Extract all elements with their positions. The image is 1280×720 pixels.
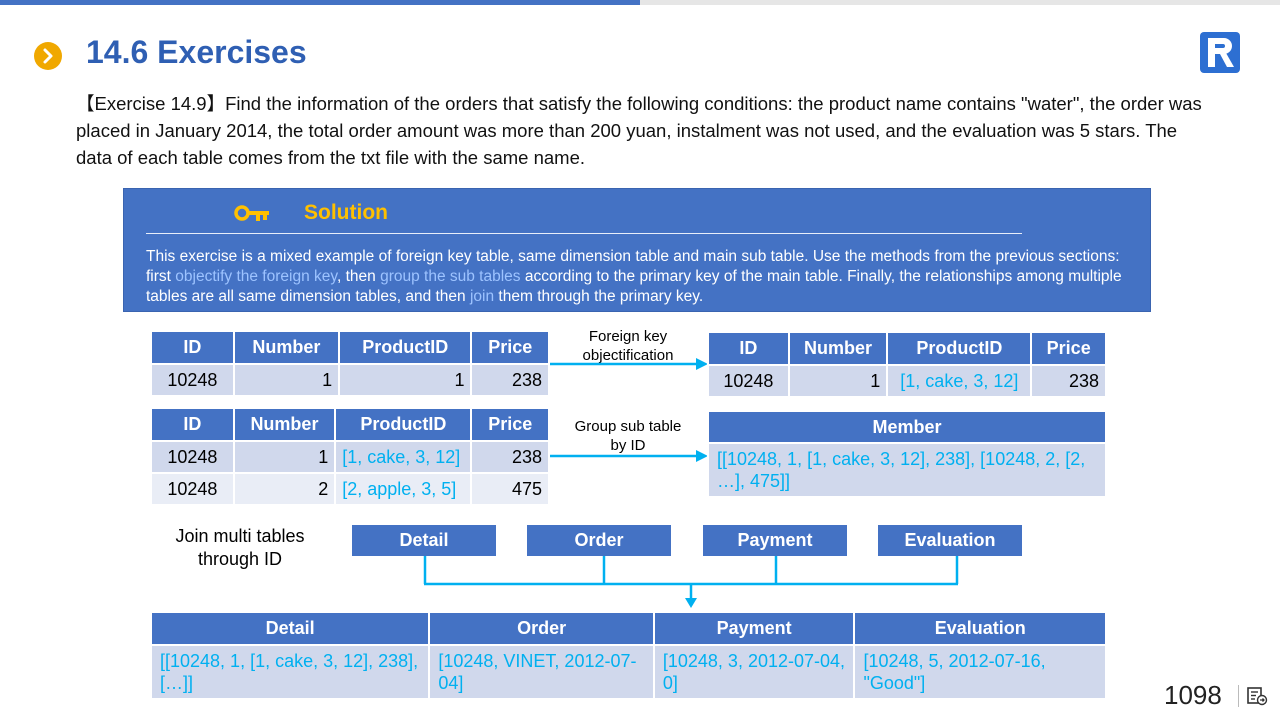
column-header: ID [707, 331, 790, 366]
column-header: Number [787, 331, 889, 366]
arrow-right-icon [550, 358, 708, 370]
cell: 238 [470, 440, 550, 474]
slide-nav-icon[interactable] [1246, 686, 1268, 711]
detail-table-box: Detail [352, 525, 496, 556]
column-header: Member [707, 410, 1107, 444]
solution-box: Solution This exercise is a mixed exampl… [123, 188, 1151, 312]
note-line: by ID [610, 437, 646, 454]
payment-table-box: Payment [703, 525, 847, 556]
joined-table: Detail Order Payment Evaluation [[10248,… [149, 611, 1107, 700]
exercise-description: 【Exercise 14.9】Find the information of t… [76, 93, 1202, 168]
cell: 475 [470, 472, 550, 506]
column-header: Evaluation [853, 611, 1107, 646]
brand-logo [1199, 31, 1241, 74]
cell: 1 [232, 440, 337, 474]
top-accent-bar-gray [640, 0, 1280, 5]
member-table: Member [[10248, 1, [1, cake, 3, 12], 238… [707, 410, 1107, 498]
solution-heading: Solution [304, 201, 388, 224]
note-line: through ID [197, 549, 283, 569]
cell: [[10248, 1, [1, cake, 3, 12], 238], [102… [707, 442, 1107, 498]
objectified-table: ID Number ProductID Price 10248 1 [1, ca… [707, 331, 1107, 398]
solution-text-part: according to the primary key of the main… [146, 268, 1122, 305]
page-number: 1098 [1164, 680, 1222, 710]
cell: 10248 [150, 363, 235, 397]
page-title: 14.6 Exercises [86, 34, 307, 70]
cell: 2 [232, 472, 337, 506]
cell: [1, cake, 3, 12] [334, 440, 473, 474]
column-header: ProductID [338, 330, 473, 365]
highlight-group: group the sub tables [380, 268, 521, 285]
solution-text-part: This exercise is a mixed example of fore… [146, 248, 1120, 285]
cell: [10248, VINET, 2012-07-04] [428, 644, 655, 700]
cell: 1 [232, 363, 341, 397]
group-sub-table-label: Group sub table by ID [556, 417, 700, 455]
divider [1238, 685, 1239, 707]
table-row: 10248 2 [2, apple, 3, 5] 475 [150, 472, 550, 506]
column-header: Number [232, 330, 341, 365]
cell: 238 [470, 363, 550, 397]
order-table-box: Order [527, 525, 671, 556]
column-header: Price [1030, 331, 1107, 366]
evaluation-table-box: Evaluation [878, 525, 1022, 556]
solution-text-part: , then [336, 268, 381, 285]
column-header: Order [428, 611, 655, 646]
column-header: Price [470, 407, 550, 442]
solution-text: This exercise is a mixed example of fore… [146, 247, 1136, 307]
top-accent-bar [0, 0, 640, 5]
cell: 1 [787, 364, 889, 398]
column-header: ID [150, 330, 235, 365]
column-header: Payment [652, 611, 856, 646]
chevron-right-icon [34, 42, 62, 70]
sub-table: ID Number ProductID Price 10248 1 [1, ca… [150, 407, 550, 506]
arrow-right-icon [550, 450, 708, 462]
cell: [10248, 3, 2012-07-04, 0] [652, 644, 856, 700]
note-line: Join multi tables [175, 526, 305, 546]
column-header: ID [150, 407, 235, 442]
solution-text-part: them through the primary key. [494, 288, 704, 305]
note-line: Foreign key [588, 328, 668, 345]
order-detail-table: ID Number ProductID Price 10248 1 1 238 [150, 330, 550, 397]
highlight-objectify: objectify the foreign key [175, 268, 337, 285]
highlight-join: join [469, 288, 495, 305]
column-header: ProductID [334, 407, 473, 442]
note-line: Group sub table [574, 418, 682, 435]
cell: 10248 [150, 440, 235, 474]
cell: 10248 [150, 472, 235, 506]
cell: [2, apple, 3, 5] [334, 472, 473, 506]
cell: [10248, 5, 2012-07-16, "Good"] [853, 644, 1107, 700]
divider [146, 233, 1022, 234]
cell: [1, cake, 3, 12] [886, 364, 1033, 398]
join-label: Join multi tables through ID [160, 525, 320, 571]
cell: 238 [1030, 364, 1107, 398]
column-header: Detail [149, 611, 431, 646]
column-header: ProductID [886, 331, 1033, 366]
cell: 10248 [707, 364, 790, 398]
cell: [[10248, 1, [1, cake, 3, 12], 238], […]] [149, 644, 431, 700]
cell: 1 [338, 363, 473, 397]
column-header: Number [232, 407, 337, 442]
note-line: objectification [582, 347, 674, 364]
table-row: 10248 1 [1, cake, 3, 12] 238 [150, 440, 550, 474]
key-icon [234, 205, 270, 228]
column-header: Price [470, 330, 550, 365]
fk-objectification-label: Foreign key objectification [556, 327, 700, 365]
